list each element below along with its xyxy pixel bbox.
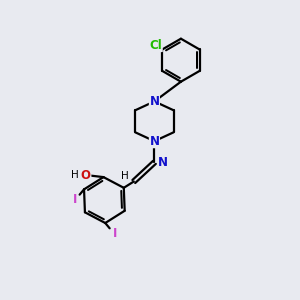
Text: N: N xyxy=(149,135,159,148)
Text: I: I xyxy=(112,227,117,240)
Text: N: N xyxy=(158,156,168,169)
Text: H: H xyxy=(121,171,129,181)
Text: H: H xyxy=(71,170,79,180)
Text: Cl: Cl xyxy=(149,38,162,52)
Text: I: I xyxy=(72,193,77,206)
Text: O: O xyxy=(81,169,91,182)
Text: N: N xyxy=(149,95,159,108)
